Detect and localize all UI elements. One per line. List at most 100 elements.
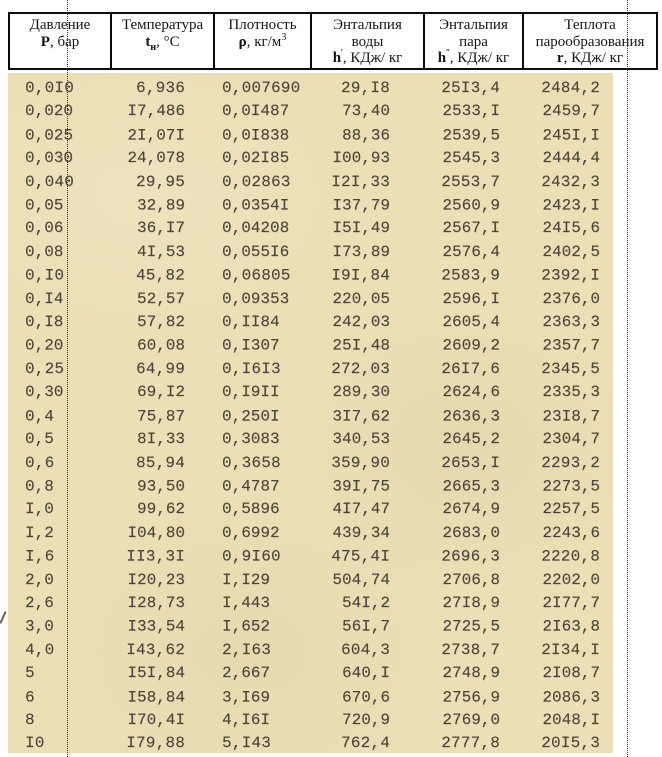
table-cell: 2402,5: [542, 242, 600, 261]
data-table-body: 0,0I0 6,936 0,007690 29,I8 25I3,4 2484,2 0,020…: [8, 77, 613, 756]
table-cell: 0,0I487: [222, 102, 290, 121]
table-cell: 604,3: [340, 640, 390, 659]
table-cell: 64,99: [135, 359, 185, 378]
table-cell: 0,I8: [25, 313, 64, 332]
table-cell: 4,I6I: [222, 710, 271, 729]
table-cell: I43,62: [126, 640, 185, 659]
table-cell: 2696,3: [441, 547, 500, 566]
table-cell: 2432,3: [541, 172, 600, 191]
table-cell: 26I7,6: [441, 359, 500, 378]
table-cell: I79,88: [126, 734, 185, 753]
table-row: 6 I58,84 3,I69 670,6 2756,9 2086,3: [8, 686, 613, 709]
table-cell: 0,8: [25, 477, 54, 496]
table-cell: 2533,I: [442, 102, 500, 121]
table-cell: 2645,2: [442, 430, 500, 449]
table-cell: 2048,I: [542, 710, 600, 729]
table-cell: 0,5: [25, 430, 54, 449]
table-cell: 73,40: [341, 102, 390, 121]
table-cell: 75,87: [136, 407, 185, 426]
table-cell: 2725,5: [442, 617, 500, 636]
table-cell: 2I,07I: [127, 126, 185, 145]
table-cell: 272,03: [331, 359, 390, 378]
table-cell: I58,84: [127, 688, 185, 707]
table-cell: 439,34: [332, 523, 390, 542]
table-cell: 0,3083: [222, 430, 280, 449]
table-cell: I37,79: [332, 196, 390, 215]
table-cell: 2683,0: [442, 523, 500, 542]
table-cell: 2738,7: [441, 640, 500, 659]
table-cell: 640,I: [341, 664, 390, 683]
table-cell: 8I,33: [136, 430, 185, 449]
table-cell: 0,I307: [222, 336, 280, 355]
table-cell: 0,007690: [222, 79, 301, 97]
table-cell: 99,62: [136, 500, 185, 519]
table-row: 0,25 64,99 0,I6I3 272,03 26I7,6 2345,5: [8, 358, 613, 381]
table-row: 0,I8 57,82 0,II84 242,03 2605,4 2363,3: [8, 311, 613, 334]
table-cell: 0,055I6: [222, 242, 290, 261]
table-row: 0,4 75,87 0,250I 3I7,62 2636,3 23I8,7: [8, 405, 613, 428]
table-row: 3,0 I33,54 I,652 56I,7 2725,5 2I63,8: [8, 615, 613, 638]
table-cell: 2459,7: [542, 102, 600, 121]
guide-line-left: [67, 0, 68, 757]
table-cell: I,2: [25, 523, 54, 542]
table-cell: 2304,7: [542, 430, 600, 449]
table-cell: 0,04208: [222, 219, 290, 238]
table-row: I,6 II3,3I 0,9I60 475,4I 2696,3 2220,8: [8, 545, 613, 568]
table-cell: 2273,5: [542, 477, 600, 496]
table-cell: I70,4I: [127, 710, 185, 729]
table-cell: 2596,I: [442, 289, 500, 308]
table-cell: 2I77,7: [542, 593, 600, 612]
table-row: 0,20 60,08 0,I307 25I,48 2609,2 2357,7: [8, 334, 613, 357]
header-title: парообразования: [535, 33, 645, 50]
table-cell: 69,I2: [136, 383, 185, 402]
table-row: 0,05 32,89 0,0354I I37,79 2560,9 2423,I: [8, 194, 613, 217]
table-cell: 2748,9: [442, 664, 500, 683]
header-title: Температура: [121, 17, 204, 33]
table-cell: 0,250I: [222, 407, 280, 426]
table-cell: 0,020: [25, 102, 74, 121]
table-cell: 6: [25, 688, 35, 707]
table-row: 2,6 I28,73 I,443 54I,2 27I8,9 2I77,7: [8, 592, 613, 615]
table-cell: 2553,7: [441, 172, 500, 191]
table-cell: 0,4787: [222, 477, 280, 496]
table-cell: 29,95: [135, 172, 185, 191]
table-cell: 2444,4: [542, 149, 600, 168]
table-cell: 762,4: [340, 734, 390, 753]
table-cell: 0,I0: [25, 266, 65, 285]
table-cell: 0,6992: [222, 523, 280, 542]
header-title: Теплота: [564, 17, 616, 33]
table-row: I,2 I04,80 0,6992 439,34 2683,0 2243,6: [8, 522, 613, 545]
table-cell: 2220,8: [541, 547, 600, 566]
table-row: I,0 99,62 0,5896 4I7,47 2674,9 2257,5: [8, 498, 613, 521]
header-cell-enthalpy-water: Энтальпия воды h', КДж/ кг: [312, 14, 425, 68]
table-cell: 245I,I: [542, 126, 600, 145]
table-row: 0,040 29,95 0,02863 I2I,33 2553,7 2432,3: [8, 171, 613, 194]
table-cell: I5I,84: [127, 664, 185, 683]
table-cell: 0,09353: [222, 289, 290, 308]
table-cell: I,652: [222, 617, 271, 636]
table-cell: 2423,I: [542, 196, 600, 215]
table-cell: 220,05: [332, 289, 390, 308]
header-symbol: h'', КДж/ кг: [437, 48, 510, 67]
table-row: 0,5 8I,33 0,3083 340,53 2645,2 2304,7: [8, 428, 613, 451]
header-symbol: ρ, кг/м3: [238, 31, 287, 50]
table-cell: 4I7,47: [332, 500, 390, 519]
header-title: Плотность: [228, 17, 297, 33]
table-cell: 3,I69: [222, 688, 271, 707]
table-cell: 24I5,6: [542, 219, 600, 238]
table-cell: 88,36: [341, 126, 390, 145]
table-cell: 0,08: [25, 242, 64, 261]
table-cell: 2567,I: [442, 219, 500, 238]
table-cell: 2560,9: [442, 196, 500, 215]
table-cell: 23I8,7: [542, 407, 600, 426]
table-cell: I00,93: [332, 149, 390, 168]
table-cell: 0,9I60: [222, 547, 281, 566]
table-cell: 5,I43: [222, 734, 272, 753]
table-cell: I9I,84: [331, 266, 390, 285]
table-cell: I20,23: [127, 570, 185, 589]
table-cell: 2484,2: [541, 79, 600, 97]
table-cell: 0,25: [25, 359, 65, 378]
table-row: 0,025 2I,07I 0,0I838 88,36 2539,5 245I,I: [8, 124, 613, 147]
table-row: 0,0I0 6,936 0,007690 29,I8 25I3,4 2484,2: [8, 77, 613, 100]
table-cell: 0,0I0: [25, 79, 75, 97]
